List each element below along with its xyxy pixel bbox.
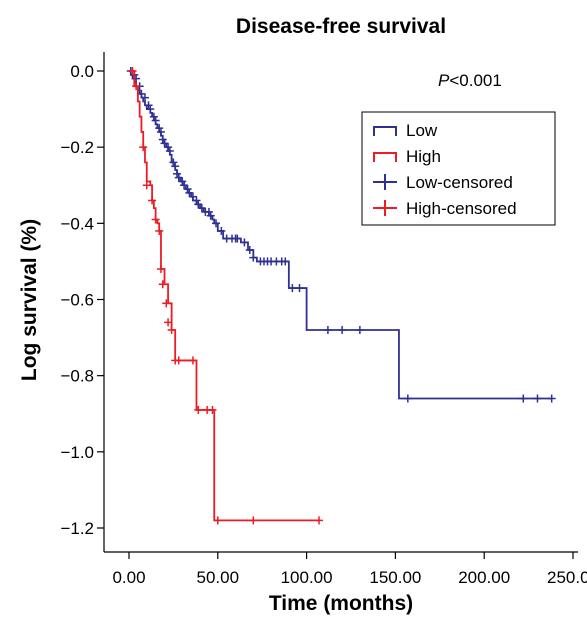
censor-mark-low	[197, 204, 206, 213]
censor-mark-low	[240, 238, 249, 247]
legend-box	[361, 111, 556, 226]
legend-step-symbol-high	[373, 152, 397, 162]
y-tick-label: −1.2	[60, 519, 94, 538]
censor-mark-high	[162, 299, 171, 308]
censor-mark-high	[315, 516, 324, 525]
y-tick-label: −0.6	[60, 291, 94, 310]
p-value-symbol: P	[438, 71, 450, 90]
y-tick-label: 0.0	[70, 62, 94, 81]
x-axis-label: Time (months)	[269, 592, 413, 615]
legend-item-high: High	[373, 147, 441, 166]
legend-label-high: High	[406, 147, 441, 166]
x-tick-label: 200.00	[458, 568, 510, 587]
censor-mark-high	[213, 516, 222, 525]
censor-mark-low	[172, 169, 181, 178]
censor-mark-low	[194, 200, 203, 209]
censor-mark-low	[156, 127, 165, 136]
censor-mark-low	[151, 116, 160, 125]
censor-mark-low	[547, 394, 556, 403]
censor-mark-high	[208, 405, 217, 414]
censor-mark-low	[519, 394, 528, 403]
censor-mark-high	[132, 82, 141, 91]
censor-mark-low	[165, 146, 174, 155]
censor-mark-low	[245, 245, 254, 254]
x-tick-label: 100.00	[281, 568, 333, 587]
censor-mark-high	[158, 280, 167, 289]
x-tick-label: 150.00	[369, 568, 421, 587]
censor-mark-low	[212, 219, 221, 228]
censor-mark-low	[160, 139, 169, 148]
y-tick-label: −1.0	[60, 443, 94, 462]
x-axis-ticks: 0.00 50.00 100.00 150.00 200.00 250.00	[112, 552, 587, 587]
censor-mark-high	[188, 356, 197, 365]
censor-mark-low	[249, 253, 258, 262]
censor-mark-low	[188, 192, 197, 201]
censor-mark-low	[281, 257, 290, 266]
censor-mark-high	[194, 405, 203, 414]
censor-mark-high	[164, 318, 173, 327]
censor-mark-low	[206, 211, 215, 220]
censor-mark-low	[171, 162, 180, 171]
censor-mark-high	[155, 226, 164, 235]
y-tick-label: −0.8	[60, 367, 94, 386]
censor-mark-low	[178, 177, 187, 186]
censor-mark-low	[164, 143, 173, 152]
x-tick-label: 250.00	[547, 568, 587, 587]
censor-mark-low	[295, 284, 304, 293]
y-tick-label: −0.2	[60, 138, 94, 157]
censor-mark-low	[217, 226, 226, 235]
censor-mark-high	[156, 265, 165, 274]
y-axis-label: Log survival (%)	[18, 219, 41, 381]
censor-mark-low	[158, 135, 167, 144]
p-value-text: <0.001	[449, 71, 501, 90]
p-value-annotation: P<0.001	[438, 71, 502, 90]
censor-mark-high	[249, 516, 258, 525]
censor-mark-high	[148, 196, 157, 205]
censor-mark-low	[338, 325, 347, 334]
censor-mark-high	[139, 143, 148, 152]
y-axis-ticks: 0.0 −0.2 −0.4 −0.6 −0.8 −1.0 −1.2	[60, 62, 104, 538]
censor-mark-high	[128, 67, 137, 75]
censor-mark-low	[180, 181, 189, 190]
legend-label-high-censored: High-censored	[406, 199, 517, 218]
censor-mark-low	[149, 112, 158, 121]
x-tick-label: 50.00	[197, 568, 240, 587]
censor-mark-low	[140, 93, 149, 102]
censor-mark-low	[183, 185, 192, 194]
x-tick-label: 0.00	[112, 568, 145, 587]
censor-mark-low	[169, 158, 178, 167]
legend-item-high-censored: High-censored	[373, 199, 517, 218]
legend-step-symbol-low	[373, 126, 397, 136]
chart-title: Disease-free survival	[236, 15, 446, 38]
censor-mark-low	[323, 325, 332, 334]
censor-mark-low	[355, 325, 364, 334]
censor-mark-low	[288, 284, 297, 293]
censor-mark-low	[192, 196, 201, 205]
censor-mark-high	[167, 325, 176, 334]
plot-frame	[103, 52, 578, 553]
censor-mark-low	[533, 394, 542, 403]
censor-mark-high	[174, 356, 183, 365]
censor-mark-low	[185, 188, 194, 197]
censor-mark-low	[146, 105, 155, 114]
censor-mark-low	[174, 173, 183, 182]
y-tick-label: −0.4	[60, 214, 94, 233]
censor-mark-low	[403, 394, 412, 403]
censor-mark-low	[155, 124, 164, 133]
censor-mark-low	[144, 101, 153, 110]
censor-mark-low	[204, 207, 213, 216]
legend-item-low: Low	[373, 121, 438, 140]
legend: Low High Low-censored High-censored	[361, 111, 556, 226]
legend-label-low-censored: Low-censored	[406, 173, 513, 192]
series-line-high	[129, 70, 320, 522]
legend-label-low: Low	[406, 121, 438, 140]
censor-mark-high	[142, 181, 151, 190]
legend-item-low-censored: Low-censored	[373, 173, 513, 192]
series-layer	[126, 67, 556, 525]
censor-mark-low	[233, 234, 242, 243]
censor-mark-high	[151, 215, 160, 224]
